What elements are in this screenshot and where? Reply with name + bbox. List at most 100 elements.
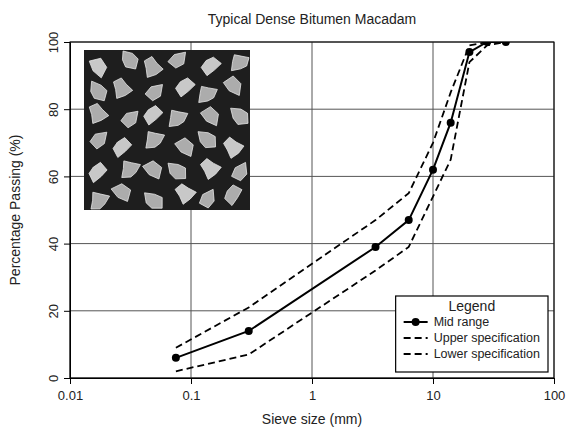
- aggregate-stone: [144, 57, 163, 78]
- x-axis: 0.01 0.1 1 10 100: [58, 378, 566, 403]
- aggregate-stone: [175, 138, 194, 157]
- legend: LegendMid range Upper specification Lower …: [396, 296, 548, 372]
- y-tick-label: 100: [46, 32, 61, 54]
- aggregate-stone: [146, 132, 165, 148]
- chart-title: Typical Dense Bitumen Macadam: [208, 11, 417, 27]
- series-line: [176, 42, 506, 348]
- y-tick-mark: [64, 176, 70, 177]
- y-tick-label: 0: [46, 375, 61, 382]
- grid: [70, 42, 554, 378]
- legend-swatch: [404, 353, 428, 355]
- aggregate-stone: [91, 81, 107, 101]
- series-marker: [405, 216, 413, 224]
- aggregate-stone: [169, 110, 188, 126]
- inset-ground: [84, 50, 250, 210]
- y-tick-label: 60: [46, 170, 61, 184]
- x-tick: 0.1: [182, 378, 200, 403]
- legend-label: Lower specification: [434, 347, 540, 361]
- legend-label: Upper specification: [434, 331, 540, 345]
- aggregate-stone: [224, 137, 244, 158]
- legend-item: Mid range: [404, 315, 490, 329]
- legend-box: [396, 296, 548, 372]
- aggregate-stone: [91, 192, 110, 209]
- y-tick: 80: [46, 102, 70, 116]
- x-tick-mark: [433, 378, 434, 384]
- series-marker: [447, 119, 455, 127]
- legend-item: Upper specification: [404, 331, 540, 345]
- aggregate-stone: [176, 78, 196, 97]
- aggregate-stone: [121, 111, 138, 127]
- x-tick-mark: [312, 378, 313, 384]
- aggregate-stone: [231, 55, 249, 71]
- legend-item: Lower specification: [404, 347, 540, 361]
- y-tick-mark: [64, 311, 70, 312]
- x-tick-mark: [191, 378, 192, 384]
- aggregate-stone: [200, 107, 218, 126]
- x-tick-label: 0.01: [58, 388, 83, 403]
- grid-line-y: [70, 243, 554, 244]
- aggregate-inset: [84, 50, 250, 210]
- x-tick: 100: [544, 378, 566, 403]
- x-tick: 10: [426, 378, 440, 403]
- aggregate-stone: [143, 161, 162, 179]
- aggregate-stone: [199, 86, 218, 102]
- aggregate-stone: [198, 132, 216, 148]
- aggregate-stone: [122, 51, 138, 69]
- aggregate-stone: [90, 132, 107, 149]
- aggregate-stone: [114, 78, 133, 98]
- y-tick-mark: [64, 244, 70, 245]
- aggregate-stone: [89, 162, 107, 182]
- aggregate-stone: [111, 184, 131, 202]
- grid-line-x: [312, 42, 313, 378]
- legend-swatch: [404, 337, 428, 339]
- x-tick-label: 0.1: [182, 388, 200, 403]
- x-tick: 0.01: [58, 378, 83, 403]
- y-tick: 60: [46, 170, 70, 184]
- aggregate-stone: [231, 108, 248, 124]
- x-tick-label: 100: [544, 388, 566, 403]
- x-tick-mark: [554, 378, 555, 384]
- aggregate-stone: [113, 138, 132, 158]
- series-marker: [245, 327, 253, 335]
- aggregate-stone: [168, 52, 186, 68]
- y-axis-title: Percentage Passing (%): [7, 135, 23, 286]
- aggregate-stone: [145, 193, 163, 208]
- y-tick-mark: [64, 42, 70, 43]
- aggregate-stone: [122, 161, 141, 178]
- aggregate-stone: [200, 159, 221, 180]
- series-line: [176, 42, 506, 371]
- aggregate-stone: [232, 162, 247, 180]
- aggregate-stone: [199, 189, 214, 208]
- aggregate-stone: [89, 103, 109, 123]
- y-tick-label: 80: [46, 102, 61, 116]
- x-tick-mark: [70, 378, 71, 384]
- legend-title: Legend: [448, 298, 495, 314]
- series-marker: [372, 243, 380, 251]
- aggregate-stone: [225, 185, 242, 206]
- x-tick: 1: [309, 378, 316, 403]
- plot-frame: [70, 42, 554, 378]
- y-tick: 40: [46, 237, 70, 251]
- aggregate-stone: [145, 85, 162, 101]
- aggregate-stone: [89, 58, 106, 78]
- y-tick-label: 20: [46, 304, 61, 318]
- y-axis-line: [70, 43, 71, 379]
- chart: Typical Dense Bitumen Macadam 0.01 0.1 1 10 1…: [0, 0, 576, 436]
- aggregate-stone: [168, 163, 186, 179]
- x-tick-label: 10: [426, 388, 440, 403]
- aggregate-stone: [201, 57, 221, 75]
- y-tick-mark: [64, 109, 70, 110]
- x-tick-label: 1: [309, 388, 316, 403]
- legend-marker: [412, 318, 420, 326]
- aggregate-stone: [175, 184, 196, 204]
- y-tick-mark: [64, 378, 70, 379]
- plot-area: [172, 42, 510, 371]
- aggregate-stone: [144, 106, 163, 125]
- y-tick: 100: [46, 32, 70, 54]
- x-axis-title: Sieve size (mm): [262, 411, 362, 427]
- legend-label: Mid range: [434, 315, 490, 329]
- y-axis: 0 20 40 60 80 100: [46, 32, 71, 382]
- y-tick: 0: [46, 375, 70, 382]
- series-line: [176, 42, 506, 358]
- series-marker: [429, 166, 437, 174]
